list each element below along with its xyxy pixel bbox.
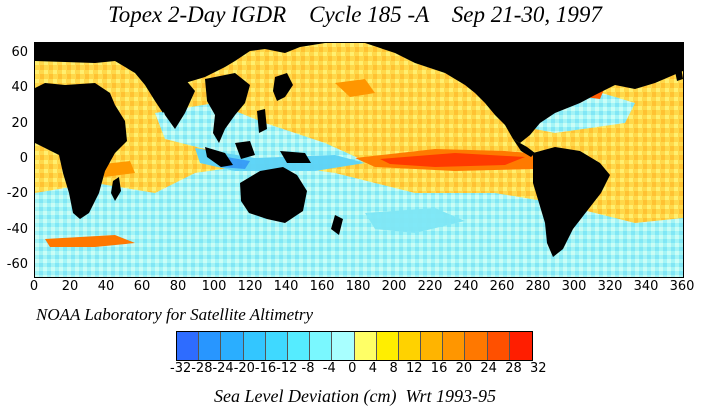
color-swatch (265, 332, 288, 360)
color-scale-bar (176, 331, 533, 361)
x-tick-label: 60 (133, 279, 151, 294)
color-swatch (376, 332, 399, 360)
color-swatch (354, 332, 377, 360)
uk-land (675, 67, 683, 81)
color-swatch (465, 332, 488, 360)
y-tick-label: -60 (6, 257, 28, 273)
sea-level-map-svg (35, 43, 683, 277)
sea-level-map (34, 42, 684, 278)
new-guinea-land (280, 151, 311, 163)
color-swatch (287, 332, 311, 360)
x-tick-label: 180 (345, 279, 371, 294)
x-tick-label: 300 (561, 279, 587, 294)
y-tick-label: 0 (19, 151, 28, 166)
color-swatch (421, 332, 444, 360)
y-tick-label: 20 (11, 115, 28, 131)
x-tick-label: 100 (201, 279, 227, 294)
color-scale-labels: -32-28-24-20-16-12 -8 -4 0 4 8 12 16 20 … (170, 361, 547, 376)
x-tick-label: 280 (525, 279, 551, 294)
scale-caption: Sea Level Deviation (cm) Wrt 1993-95 (214, 386, 496, 406)
credit-text: NOAA Laboratory for Satellite Altimetry (36, 305, 314, 324)
indian-subcontinent-land (155, 79, 195, 129)
x-tick-label: 320 (597, 279, 623, 294)
x-tick-label: 40 (97, 279, 115, 294)
central-america-land (513, 139, 535, 157)
x-tick-label: 240 (453, 279, 479, 294)
africa-land (35, 83, 127, 219)
color-swatch (443, 332, 466, 360)
borneo-land (235, 141, 255, 159)
x-tick-label: 220 (417, 279, 443, 294)
south-america-land (533, 147, 610, 257)
greenland-land (635, 43, 683, 63)
color-swatch (243, 332, 266, 360)
x-tick-label: 200 (381, 279, 407, 294)
x-tick-label: 0 (29, 279, 39, 294)
x-tick-label: 80 (169, 279, 187, 294)
japan-land (273, 73, 293, 101)
new-zealand-land (331, 215, 343, 235)
y-tick-label: -20 (6, 186, 28, 202)
southeast-asia-land (205, 73, 250, 143)
x-tick-label: 260 (489, 279, 515, 294)
land-masses (35, 43, 683, 257)
x-tick-label: 20 (61, 279, 79, 294)
color-swatch (199, 332, 222, 360)
color-swatch (487, 332, 510, 360)
color-swatch (221, 332, 244, 360)
color-swatch (398, 332, 422, 360)
sumatra-land (205, 147, 233, 167)
x-tick-label: 360 (669, 279, 695, 294)
x-tick-label: 340 (633, 279, 659, 294)
philippines-land (257, 109, 267, 133)
eurasia-land (35, 43, 325, 113)
color-swatch (509, 332, 532, 360)
x-tick-label: 140 (273, 279, 299, 294)
x-tick-label: 160 (309, 279, 335, 294)
y-tick-label: 60 (11, 44, 28, 60)
map-title: Topex 2-Day IGDR Cycle 185 -A Sep 21-30,… (108, 2, 602, 27)
australia-land (240, 167, 307, 223)
madagascar-land (111, 177, 121, 201)
color-swatch (332, 332, 355, 360)
color-swatch (177, 332, 200, 360)
north-america-land (365, 43, 683, 143)
color-swatch (310, 332, 333, 360)
y-tick-label: -40 (6, 221, 28, 237)
y-tick-label: 40 (11, 80, 28, 96)
x-tick-label: 120 (237, 279, 263, 294)
